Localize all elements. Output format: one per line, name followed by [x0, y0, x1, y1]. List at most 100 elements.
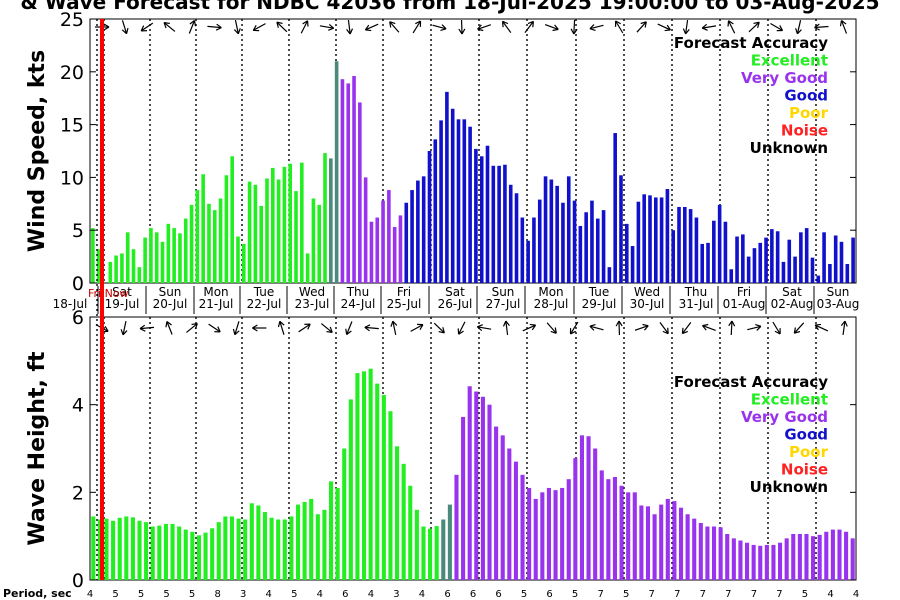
wind-bar	[479, 156, 484, 283]
wave-direction-arrow	[793, 322, 805, 334]
day-of-week-label: Wed	[299, 285, 325, 299]
period-value: 5	[572, 589, 578, 600]
wind-bar	[723, 221, 728, 283]
wave-y-tick-label: 4	[72, 395, 84, 417]
wave-bar	[91, 516, 96, 580]
wind-bar	[363, 177, 368, 283]
wind-bar	[688, 209, 693, 283]
date-label: 25-Jul	[387, 297, 422, 311]
wave-bar	[414, 509, 419, 580]
legend-item-excellent: Excellent	[751, 391, 828, 409]
wind-direction-arrow	[432, 24, 447, 31]
period-value: 5	[521, 589, 527, 600]
wave-bar	[434, 526, 439, 580]
wave-bar	[454, 474, 459, 580]
wind-bar	[189, 204, 194, 283]
wind-bar	[404, 202, 409, 283]
wind-direction-arrow	[207, 23, 222, 31]
period-value: 7	[776, 589, 782, 600]
wave-direction-arrow	[232, 321, 240, 336]
wind-bar	[259, 205, 263, 283]
day-of-week-label: Thu	[684, 285, 708, 299]
wind-bar	[543, 176, 548, 283]
wind-bar	[537, 199, 542, 283]
wind-direction-arrow	[140, 22, 154, 32]
wind-bar	[218, 198, 223, 283]
wind-bar	[178, 233, 182, 283]
wind-bar	[787, 239, 792, 283]
wind-bar	[450, 108, 455, 283]
wind-bar	[828, 263, 832, 283]
wave-bar	[124, 516, 129, 580]
wind-bar	[300, 162, 304, 283]
legend-item-very-good: Very Good	[741, 69, 828, 87]
wave-bar	[824, 531, 829, 580]
wind-bar	[584, 212, 588, 283]
wind-bar	[503, 164, 507, 283]
wind-bar	[358, 102, 362, 283]
wind-bar	[746, 256, 751, 283]
wave-direction-arrow	[634, 323, 649, 331]
wave-bar	[738, 540, 743, 580]
wind-direction-arrow	[364, 23, 379, 32]
wave-bar	[302, 501, 307, 580]
wave-bar	[612, 476, 618, 580]
wind-y-tick-label: 5	[72, 220, 84, 242]
wave-y-tick-label: 0	[72, 570, 84, 592]
wind-bar	[416, 180, 420, 283]
period-value: 5	[138, 589, 144, 600]
date-label: 18-Jul	[53, 297, 88, 311]
wind-bar	[311, 198, 316, 283]
wind-y-tick-label: 10	[60, 167, 84, 189]
period-value: 5	[623, 589, 629, 600]
wind-bar	[712, 220, 716, 283]
wave-direction-arrow	[772, 321, 781, 335]
wave-direction-arrow	[252, 324, 267, 332]
date-label: 26-Jul	[438, 297, 473, 311]
now-marker: Fri Now	[88, 19, 129, 580]
day-of-week-label: Sun	[159, 285, 182, 299]
wave-direction-arrow	[589, 324, 604, 331]
date-label: 23-Jul	[295, 297, 330, 311]
period-value: 3	[240, 589, 246, 600]
wind-direction-arrow	[188, 20, 197, 34]
day-of-week-label: Sat	[112, 285, 132, 299]
wave-bar	[342, 448, 347, 580]
wave-bar	[500, 435, 505, 580]
wind-bar	[352, 76, 356, 284]
wave-bar	[797, 533, 802, 580]
wave-direction-arrow	[186, 323, 198, 333]
wave-bar	[170, 523, 175, 580]
wave-direction-arrow	[659, 321, 669, 335]
period-value: 5	[163, 589, 169, 600]
wave-bar	[163, 523, 168, 580]
wave-bar	[804, 533, 809, 580]
wind-direction-arrow	[570, 19, 578, 35]
wave-bar	[665, 498, 670, 580]
day-of-week-label: Mon	[538, 285, 563, 299]
legend-item-unknown: Unknown	[750, 139, 828, 157]
period-value: 5	[291, 589, 297, 600]
wind-direction-arrow	[814, 23, 829, 31]
wave-direction-arrow	[615, 320, 623, 336]
wave-bar	[579, 435, 584, 580]
date-label: 01-Aug	[723, 297, 766, 311]
wind-direction-arrow	[233, 20, 241, 35]
date-label: 27-Jul	[486, 297, 521, 311]
wave-bar	[698, 523, 703, 580]
wind-bar	[555, 185, 559, 283]
wind-bar	[149, 228, 153, 283]
wind-speed-panel: 0 5 10 15 20 25 Wind Speed, kts Forecast Accura…	[25, 9, 857, 295]
wind-bar	[474, 148, 478, 283]
wind-bar	[630, 246, 635, 283]
wave-bar	[210, 528, 215, 580]
wave-bar	[586, 436, 591, 580]
wind-bar	[578, 225, 583, 283]
wind-bar	[265, 178, 269, 283]
now-label: Fri Now	[88, 287, 129, 300]
wind-bar	[91, 228, 95, 283]
wind-bar	[804, 228, 809, 283]
wind-bar	[114, 255, 118, 283]
wave-direction-arrow	[814, 323, 829, 332]
wave-bar	[573, 458, 578, 580]
